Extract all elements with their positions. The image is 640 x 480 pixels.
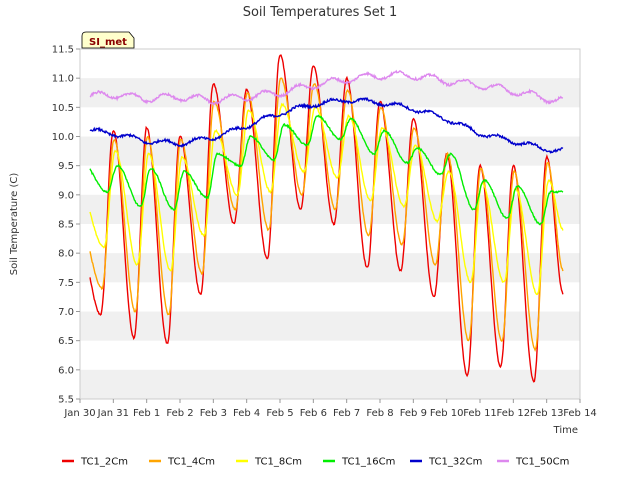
site-label-box: SI_met: [81, 31, 135, 49]
series-line-tc1-50cm: [89, 69, 564, 106]
series-lines: [89, 54, 564, 383]
y-axis-title: Soil Temperature (C): [9, 173, 20, 276]
series-line-tc1-16cm: [89, 114, 564, 226]
x-tick-label: Feb 14: [563, 408, 597, 419]
series-line-tc1-32cm: [89, 96, 564, 154]
x-tick-label: Feb 9: [400, 408, 427, 419]
y-tick-label: 9.0: [58, 190, 74, 201]
x-tick-label: Feb 10: [430, 408, 464, 419]
legend-label: TC1_32Cm: [428, 457, 482, 468]
x-tick-label: Jan 30: [63, 408, 95, 419]
x-tick-label: Feb 3: [200, 408, 227, 419]
x-axis: Jan 30 Jan 31 Feb 1 Feb 2 Feb 3 Feb 4 Feb 5 Feb…: [63, 399, 597, 419]
plot-background: [80, 49, 580, 399]
legend-label: TC1_16Cm: [341, 457, 395, 468]
y-tick-label: 7.0: [58, 307, 74, 318]
legend-label: TC1_4Cm: [167, 457, 215, 468]
x-tick-label: Feb 2: [166, 408, 193, 419]
x-tick-label: Jan 31: [97, 408, 129, 419]
x-tick-label: Feb 5: [266, 408, 293, 419]
y-tick-label: 8.0: [58, 249, 74, 260]
series-line-tc1-4cm: [89, 77, 564, 353]
y-tick-label: 5.5: [58, 395, 74, 406]
legend-label: TC1_8Cm: [254, 457, 302, 468]
x-tick-label: Feb 6: [300, 408, 327, 419]
site-label: SI_met: [89, 37, 127, 48]
x-tick-label: Feb 7: [333, 408, 360, 419]
x-tick-label: Feb 12: [497, 408, 531, 419]
y-tick-label: 6.5: [58, 336, 74, 347]
series-line-tc1-8cm: [89, 102, 564, 296]
x-axis-title: Time: [553, 425, 578, 436]
y-tick-label: 8.5: [58, 220, 74, 231]
y-tick-label: 10.0: [52, 132, 74, 143]
y-tick-label: 6.0: [58, 365, 74, 376]
x-tick-label: Feb 4: [233, 408, 260, 419]
x-tick-label: Feb 11: [463, 408, 497, 419]
y-axis: 5.5 6.0 6.5 7.0 7.5 8.0 8.5 9.0 9.5 10.0 10.5 11.0 1…: [52, 45, 80, 406]
legend: TC1_2Cm TC1_4Cm TC1_8Cm TC1_16Cm TC1_32Cm TC1…: [62, 457, 569, 468]
chart-title: Soil Temperatures Set 1: [243, 5, 398, 20]
y-tick-label: 11.0: [52, 74, 74, 85]
legend-label: TC1_50Cm: [515, 457, 569, 468]
grid-band: [80, 369, 580, 399]
legend-label: TC1_2Cm: [80, 457, 128, 468]
x-tick-label: Feb 8: [366, 408, 393, 419]
x-tick-label: Feb 1: [133, 408, 160, 419]
y-tick-label: 11.5: [52, 45, 74, 56]
y-tick-label: 7.5: [58, 278, 74, 289]
y-tick-label: 10.5: [52, 103, 74, 114]
grid-band: [80, 78, 580, 108]
y-tick-label: 9.5: [58, 161, 74, 172]
x-tick-label: Feb 13: [530, 408, 564, 419]
